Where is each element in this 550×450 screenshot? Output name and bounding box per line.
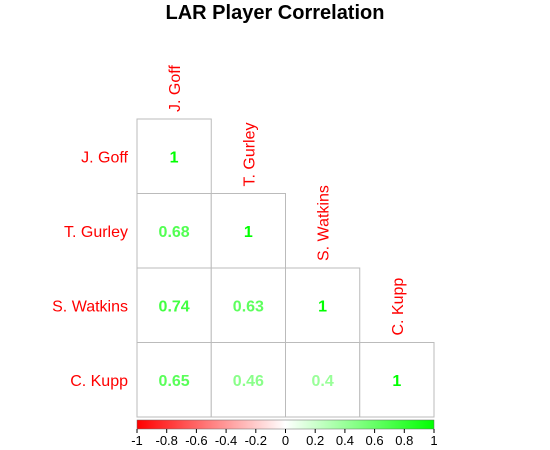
- column-label: J. Goff: [167, 65, 184, 112]
- column-label: C. Kupp: [390, 278, 407, 336]
- correlation-cell: [210, 193, 286, 269]
- correlation-cell: [285, 342, 361, 418]
- color-legend: [136, 419, 435, 430]
- column-label: S. Watkins: [316, 185, 333, 261]
- colorbar-tick-label: -0.2: [245, 433, 267, 448]
- correlation-value-label: 0.46: [233, 373, 264, 390]
- colorbar-tick-label: 0: [282, 433, 289, 448]
- row-labels: J. Goff T. Gurley S. Watkins C. Kupp: [52, 149, 128, 390]
- correlation-value-label: 0.4: [312, 373, 334, 390]
- correlation-cell: [136, 342, 212, 418]
- correlation-cell: [210, 342, 286, 418]
- correlation-cell: [285, 267, 361, 343]
- colorbar-tick-label: -1: [131, 433, 143, 448]
- correlation-value-label: 1: [392, 373, 401, 390]
- colorbar-tick-label: 0.6: [366, 433, 384, 448]
- correlation-value-label: 0.63: [233, 298, 264, 315]
- colorbar-tick-label: -0.4: [215, 433, 237, 448]
- colorbar-tick-label: 0.4: [336, 433, 354, 448]
- colorbar-ticks: -1 -0.8 -0.6 -0.4 -0.2 0 0.2 0.4 0.6 0.8 1: [131, 429, 438, 448]
- correlation-value-label: 1: [244, 224, 253, 241]
- column-label: T. Gurley: [241, 122, 258, 186]
- correlation-cell: [136, 193, 212, 269]
- row-label: T. Gurley: [64, 224, 128, 241]
- row-label: J. Goff: [81, 149, 128, 166]
- colorbar-tick-label: 0.8: [395, 433, 413, 448]
- correlation-cell: [136, 267, 212, 343]
- row-label: C. Kupp: [70, 373, 128, 390]
- colorbar-tick-label: -0.6: [185, 433, 207, 448]
- row-label: S. Watkins: [52, 298, 128, 315]
- colorbar-tick-label: 0.2: [306, 433, 324, 448]
- correlation-value-label: 1: [318, 298, 327, 315]
- correlation-grid: 1 0.68 1 0.74 0.63 1 0.65 0.46 0.4 1: [136, 118, 435, 418]
- correlation-cell: [359, 342, 435, 418]
- correlation-value-label: 1: [170, 149, 179, 166]
- colorbar-tick-label: 1: [430, 433, 437, 448]
- correlation-value-label: 0.65: [159, 373, 190, 390]
- colorbar-gradient: [136, 419, 435, 430]
- correlation-cell: [210, 267, 286, 343]
- correlation-value-label: 0.68: [159, 224, 190, 241]
- correlation-cell: [136, 118, 212, 194]
- column-labels: J. Goff T. Gurley S. Watkins C. Kupp: [167, 65, 407, 336]
- chart-title: LAR Player Correlation: [166, 2, 385, 24]
- correlation-value-label: 0.74: [159, 298, 190, 315]
- colorbar-tick-label: -0.8: [155, 433, 177, 448]
